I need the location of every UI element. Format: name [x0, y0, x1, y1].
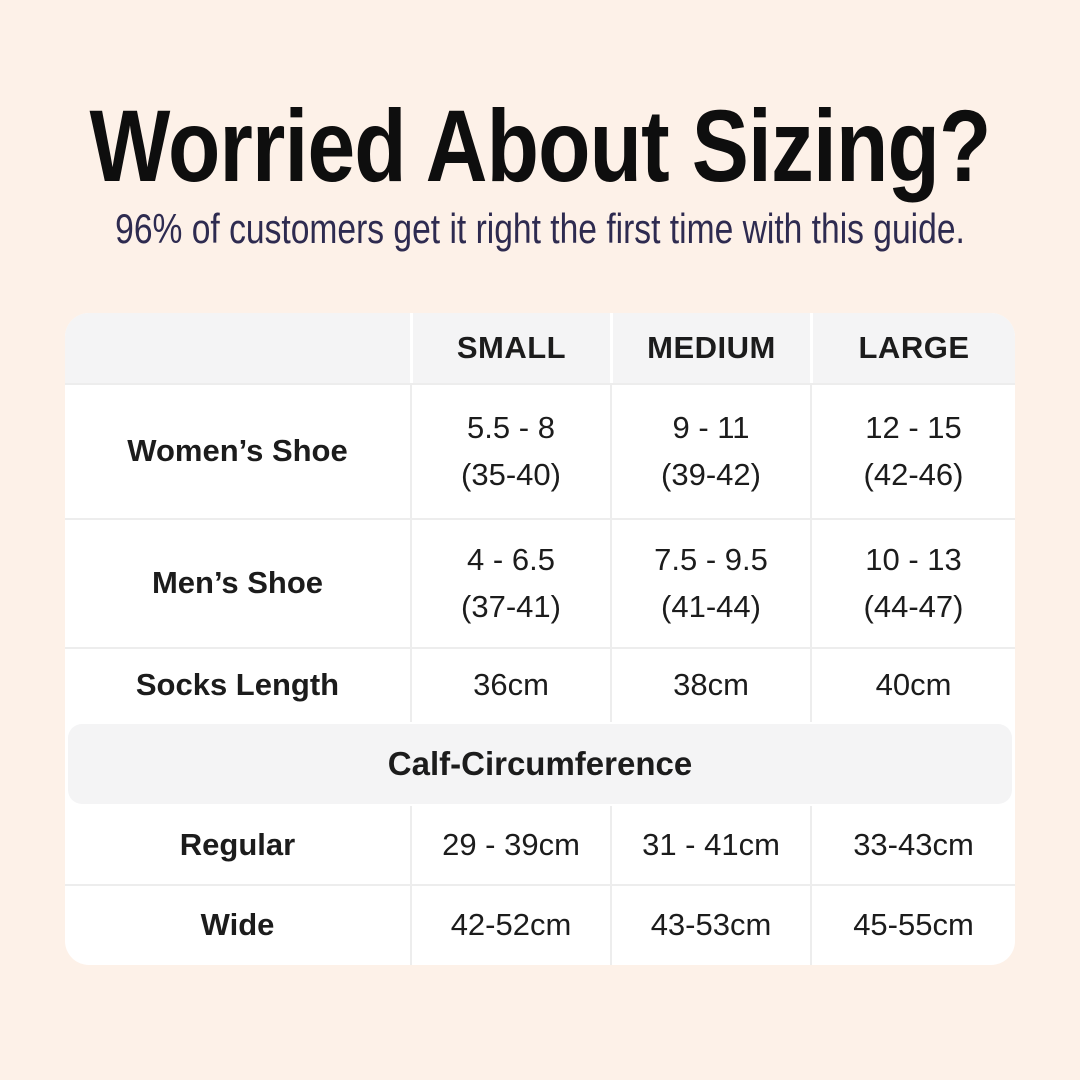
table-row-socks-length: Socks Length 36cm 38cm 40cm: [65, 647, 1015, 722]
cell-medium: 7.5 - 9.5 (41-44): [610, 518, 810, 647]
table-header-row: SMALL MEDIUM LARGE: [65, 313, 1015, 383]
cell-small: 29 - 39cm: [410, 806, 610, 884]
cell-medium: 38cm: [610, 647, 810, 722]
value-line: (42-46): [863, 456, 964, 492]
calf-section-band-wrap: Calf-Circumference: [65, 722, 1015, 806]
row-label: Men’s Shoe: [65, 518, 410, 647]
cell-large: 10 - 13 (44-47): [810, 518, 1015, 647]
value-line: 7.5 - 9.5: [654, 542, 768, 577]
value-line: 9 - 11: [672, 410, 750, 445]
header-cell-large: LARGE: [810, 313, 1015, 383]
calf-section-header: Calf-Circumference: [68, 724, 1012, 804]
table-row-regular: Regular 29 - 39cm 31 - 41cm 33-43cm: [65, 806, 1015, 884]
table-row-mens-shoe: Men’s Shoe 4 - 6.5 (37-41) 7.5 - 9.5 (41…: [65, 518, 1015, 647]
value-line: (44-47): [863, 588, 964, 624]
page-subtitle: 96% of customers get it right the first …: [115, 205, 965, 252]
value-line: (41-44): [661, 588, 761, 624]
header-cell-small: SMALL: [410, 313, 610, 383]
value-line: 10 - 13: [865, 542, 962, 577]
value-line: (39-42): [661, 456, 761, 492]
value-line: 4 - 6.5: [467, 542, 555, 577]
cell-large: 33-43cm: [810, 806, 1015, 884]
cell-small: 36cm: [410, 647, 610, 722]
value-line: (35-40): [461, 456, 561, 492]
row-label: Wide: [65, 884, 410, 965]
value-line: (37-41): [461, 588, 561, 624]
cell-medium: 31 - 41cm: [610, 806, 810, 884]
cell-large: 45-55cm: [810, 884, 1015, 965]
header-cell-medium: MEDIUM: [610, 313, 810, 383]
cell-large: 40cm: [810, 647, 1015, 722]
cell-large: 12 - 15 (42-46): [810, 383, 1015, 518]
cell-medium: 43-53cm: [610, 884, 810, 965]
cell-medium: 9 - 11 (39-42): [610, 383, 810, 518]
value-line: 12 - 15: [865, 410, 962, 445]
size-table: SMALL MEDIUM LARGE Women’s Shoe 5.5 - 8 …: [65, 313, 1015, 965]
table-row-wide: Wide 42-52cm 43-53cm 45-55cm: [65, 884, 1015, 965]
page-title: Worried About Sizing?: [89, 89, 992, 203]
row-label: Regular: [179, 826, 296, 862]
cell-small: 5.5 - 8 (35-40): [410, 383, 610, 518]
value-line: 5.5 - 8: [467, 410, 555, 445]
header-cell-empty: [65, 313, 410, 383]
cell-small: 42-52cm: [410, 884, 610, 965]
table-row-womens-shoe: Women’s Shoe 5.5 - 8 (35-40) 9 - 11 (39-…: [65, 383, 1015, 518]
cell-small: 4 - 6.5 (37-41): [410, 518, 610, 647]
row-label: Women’s Shoe: [65, 383, 410, 518]
row-label: Socks Length: [65, 647, 410, 722]
